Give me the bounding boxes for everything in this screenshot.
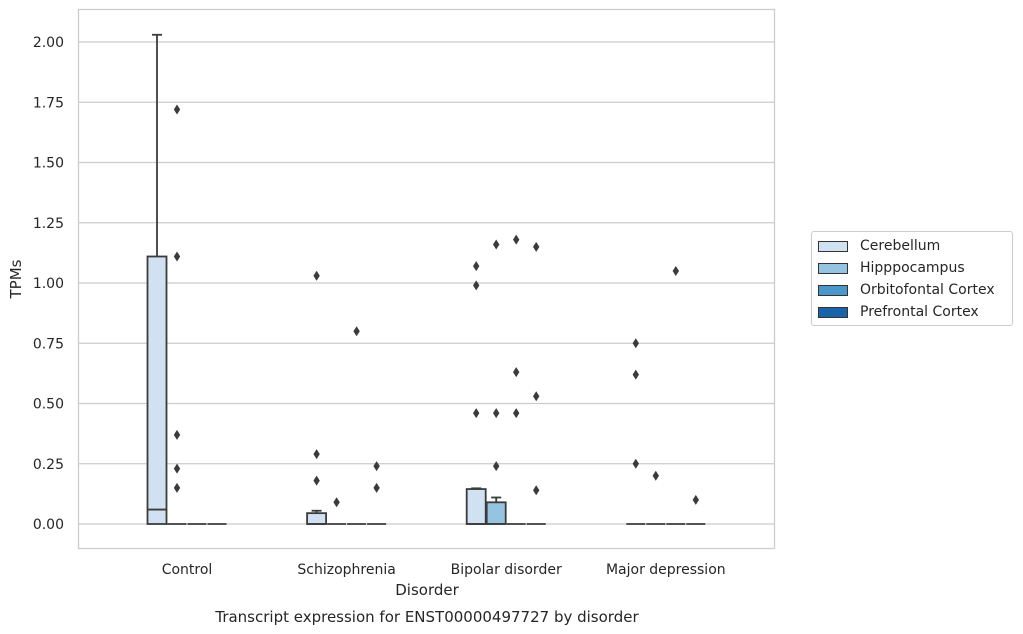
chart-title: Transcript expression for ENST0000049772… [214,608,639,626]
box [465,487,487,525]
y-tick-labels: 0.00 0.25 0.50 0.75 1.00 1.25 1.50 1.75 2.00 [33,35,64,533]
legend-swatch [818,262,848,274]
outlier-point [533,241,540,252]
y-tick-label: 2.00 [33,35,64,51]
box-body [146,255,168,525]
outlier-point [632,458,639,469]
legend-label: Orbitofontal Cortex [860,282,995,298]
box-body [465,488,487,525]
outlier-point [632,369,639,380]
y-axis-label: TPMs [7,259,25,299]
outlier-point [672,265,679,276]
legend-item-orbitofrontal-cortex: Orbitofontal Cortex [818,281,995,299]
y-tick-label: 1.00 [33,276,64,292]
x-tick-labels: Control Schizophrenia Bipolar disorder Majo… [162,562,726,578]
legend-swatch [818,284,848,296]
outlier-point [313,270,320,281]
outlier-point [173,251,181,262]
box-body [306,512,328,525]
outlier-point [652,470,659,481]
x-tick-label: Control [162,562,213,578]
y-tick-label: 0.75 [33,336,64,352]
legend-label: Hipppocampus [860,260,965,276]
legend-swatch [818,306,848,318]
box-body [485,501,507,525]
outlier-point [173,463,181,474]
outlier-point [493,408,500,419]
outlier-point [533,391,540,402]
y-tick-label: 1.25 [33,216,64,232]
x-tick-label: Bipolar disorder [451,562,562,578]
x-tick-label: Schizophrenia [297,562,395,578]
legend-item-prefrontal-cortex: Prefrontal Cortex [818,303,979,321]
outlier-point [173,429,181,440]
legend-item-cerebellum: Cerebellum [818,237,940,255]
outlier-point [333,497,340,508]
y-tick-label: 0.50 [33,397,64,413]
outlier-point [513,408,520,419]
y-tick-label: 0.25 [33,457,64,473]
outlier-point [353,326,360,337]
box [485,496,507,525]
x-axis-label: Disorder [395,581,459,599]
grid-lines [78,41,775,525]
outlier-point [692,494,699,505]
outlier-point [473,261,480,272]
outlier-point [513,234,520,245]
outlier-point [173,482,181,493]
outlier-point [513,367,520,378]
y-tick-label: 1.75 [33,95,64,111]
outlier-point [173,104,181,115]
legend-label: Prefrontal Cortex [860,304,979,320]
legend-item-hippocampus: Hipppocampus [818,259,965,277]
outliers [173,104,699,508]
y-tick-label: 0.00 [33,517,64,533]
box [146,33,168,525]
legend: Cerebellum Hipppocampus Orbitofontal Cor… [811,231,1013,326]
outlier-point [313,449,320,460]
boxes [146,33,706,525]
outlier-point [473,280,480,291]
legend-swatch [818,240,848,252]
outlier-point [493,461,500,472]
outlier-point [632,338,639,349]
outlier-point [313,475,320,486]
y-tick-label: 1.50 [33,156,64,172]
outlier-point [373,482,380,493]
x-tick-label: Major depression [606,562,726,578]
legend-label: Cerebellum [860,238,941,254]
outlier-point [493,239,500,250]
outlier-point [373,461,380,472]
outlier-point [473,408,480,419]
box [306,509,328,525]
plot-frame [77,8,776,550]
outlier-point [533,485,540,496]
